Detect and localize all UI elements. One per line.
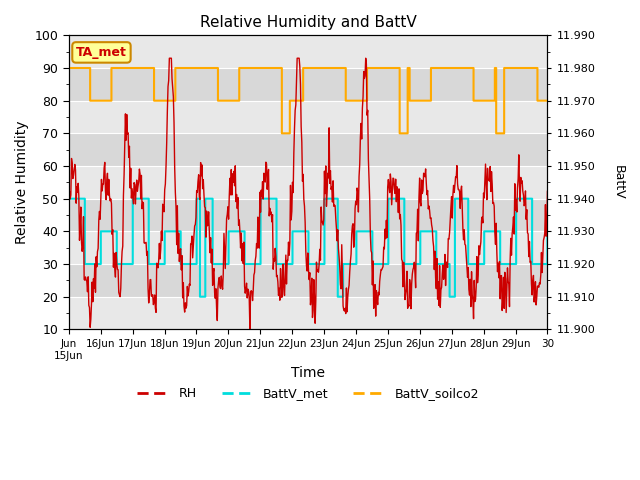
Title: Relative Humidity and BattV: Relative Humidity and BattV [200, 15, 417, 30]
Bar [69, 199, 547, 231]
Legend: RH, BattV_met, BattV_soilco2: RH, BattV_met, BattV_soilco2 [132, 383, 484, 406]
X-axis label: Time: Time [291, 366, 325, 380]
Bar [69, 166, 547, 199]
Text: TA_met: TA_met [76, 46, 127, 59]
Bar [69, 231, 547, 264]
Bar [69, 101, 547, 133]
Bar [69, 68, 547, 101]
Bar [69, 36, 547, 68]
Y-axis label: BattV: BattV [612, 165, 625, 200]
Bar [69, 133, 547, 166]
Bar [69, 297, 547, 329]
Y-axis label: Relative Humidity: Relative Humidity [15, 120, 29, 244]
Bar [69, 264, 547, 297]
